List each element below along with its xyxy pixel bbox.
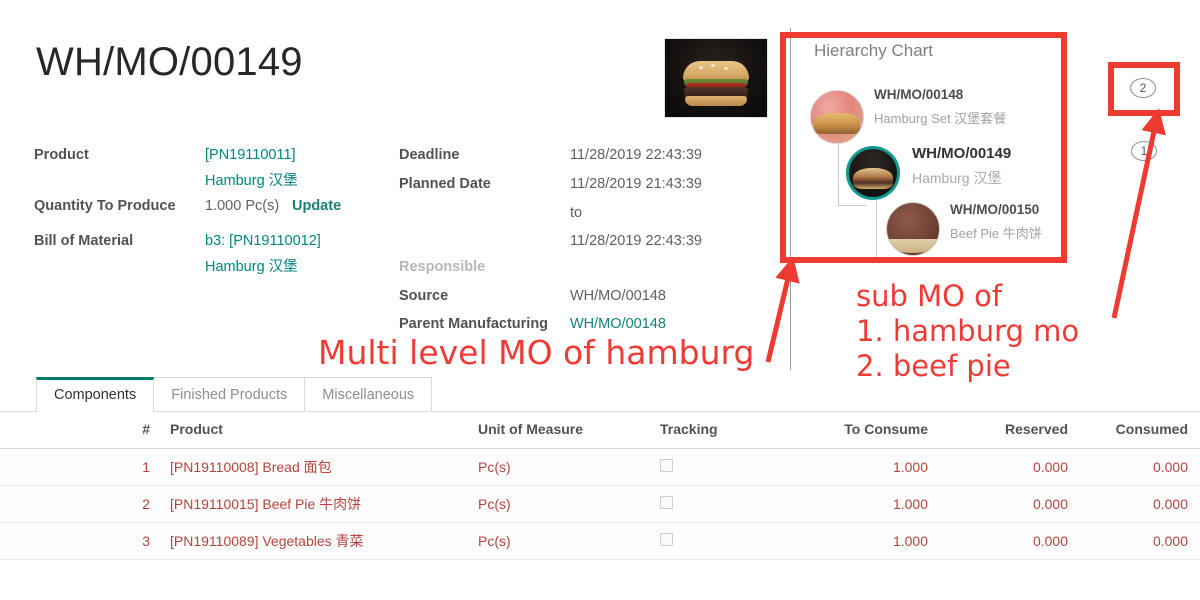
header-uom[interactable]: Unit of Measure — [466, 412, 648, 449]
cell-uom[interactable]: Pc(s) — [466, 522, 648, 560]
tab-baseline — [0, 411, 1200, 412]
update-quantity-button[interactable]: Update — [292, 198, 342, 214]
hierarchy-node-1-code: WH/MO/00148 — [874, 87, 964, 102]
cell-product[interactable]: [PN19110089] Vegetables 青菜 — [158, 522, 466, 560]
tab-components[interactable]: Components — [36, 377, 155, 413]
annotation-sub-mo-line1: sub MO of — [856, 279, 1003, 313]
smart-button-counter-1[interactable]: 1 — [1131, 141, 1157, 161]
tomato-layer — [686, 83, 746, 89]
cell-index: 3 — [0, 522, 158, 560]
sesame-seed — [711, 64, 715, 67]
header-tracking[interactable]: Tracking — [648, 412, 788, 449]
deadline-label: Deadline — [399, 147, 460, 163]
cell-reserved[interactable]: 0.000 — [940, 448, 1080, 486]
burger-illustration — [683, 61, 749, 106]
bun-top — [683, 61, 749, 81]
beef-pie-avatar — [886, 202, 940, 256]
cell-product[interactable]: [PN19110008] Bread 面包 — [158, 448, 466, 486]
cell-consumed[interactable]: 0.000 — [1080, 485, 1200, 523]
cell-reserved[interactable]: 0.000 — [940, 485, 1080, 523]
annotation-arrow-left — [765, 258, 800, 363]
cell-reserved[interactable]: 0.000 — [940, 522, 1080, 560]
hierarchy-node-2-code: WH/MO/00149 — [912, 145, 1012, 162]
hierarchy-node-3-code: WH/MO/00150 — [950, 202, 1040, 217]
bill-of-material-name-link[interactable]: Hamburg 汉堡 — [205, 259, 298, 275]
hierarchy-chart-panel: Hierarchy Chart WH/MO/00148 Hamburg Set … — [780, 32, 1068, 263]
cell-uom[interactable]: Pc(s) — [466, 485, 648, 523]
product-image[interactable] — [664, 38, 768, 118]
components-table-container: # Product Unit of Measure Tracking To Co… — [0, 412, 1200, 560]
tab-finished-products[interactable]: Finished Products — [153, 377, 306, 413]
parent-manufacturing-link[interactable]: WH/MO/00148 — [570, 316, 666, 332]
cell-uom[interactable]: Pc(s) — [466, 448, 648, 486]
responsible-label: Responsible — [399, 259, 486, 275]
cell-product[interactable]: [PN19110015] Beef Pie 牛肉饼 — [158, 485, 466, 523]
source-value: WH/MO/00148 — [570, 288, 666, 304]
header-product[interactable]: Product — [158, 412, 466, 449]
cell-to-consume[interactable]: 1.000 — [788, 522, 940, 560]
sesame-seed — [699, 66, 703, 69]
tracking-checkbox[interactable] — [660, 459, 673, 472]
cell-consumed[interactable]: 0.000 — [1080, 522, 1200, 560]
components-table-head: # Product Unit of Measure Tracking To Co… — [0, 412, 1200, 449]
components-table-body: 1 [PN19110008] Bread 面包 Pc(s) 1.000 0.00… — [0, 448, 1200, 560]
planned-date-end: 11/28/2019 22:43:39 — [570, 233, 702, 249]
hamburg-avatar — [846, 146, 900, 200]
hierarchy-node-2-name: Hamburg 汉堡 — [912, 170, 1002, 186]
annotation-multi-level-text: Multi level MO of hamburg — [318, 333, 755, 372]
cell-consumed[interactable]: 0.000 — [1080, 448, 1200, 486]
smart-button-counter-2[interactable]: 2 — [1130, 78, 1156, 98]
annotation-sub-mo-line2: 1. hamburg mo — [856, 314, 1080, 348]
cell-tracking — [648, 448, 788, 486]
cell-index: 1 — [0, 448, 158, 486]
hamburg-set-avatar — [810, 90, 864, 144]
deadline-value: 11/28/2019 22:43:39 — [570, 147, 702, 163]
header-reserved[interactable]: Reserved — [940, 412, 1080, 449]
header-to-consume[interactable]: To Consume — [788, 412, 940, 449]
tab-miscellaneous[interactable]: Miscellaneous — [304, 377, 433, 413]
product-label: Product — [34, 147, 89, 163]
planned-date-separator: to — [570, 205, 583, 221]
cell-tracking — [648, 485, 788, 523]
bill-of-material-code-link[interactable]: b3: [PN19110012] — [205, 233, 321, 249]
hierarchy-chart-title: Hierarchy Chart — [814, 41, 934, 60]
hierarchy-node-3-name: Beef Pie 牛肉饼 — [950, 226, 1042, 241]
header-consumed[interactable]: Consumed — [1080, 412, 1200, 449]
page-title: WH/MO/00149 — [36, 40, 303, 84]
bun-bottom — [685, 96, 747, 106]
planned-date-label: Planned Date — [399, 176, 491, 192]
sesame-seed — [724, 67, 728, 70]
table-row[interactable]: 3 [PN19110089] Vegetables 青菜 Pc(s) 1.000… — [0, 522, 1200, 560]
cell-tracking — [648, 522, 788, 560]
cell-index: 2 — [0, 485, 158, 523]
tracking-checkbox[interactable] — [660, 533, 673, 546]
annotation-rect-counter — [1108, 62, 1180, 116]
lettuce-layer — [684, 79, 748, 86]
hierarchy-connector-1 — [838, 144, 866, 206]
table-row[interactable]: 1 [PN19110008] Bread 面包 Pc(s) 1.000 0.00… — [0, 448, 1200, 486]
vertical-divider — [790, 28, 791, 370]
tab-bar: Components Finished Products Miscellaneo… — [36, 377, 433, 413]
source-label: Source — [399, 288, 449, 304]
cell-to-consume[interactable]: 1.000 — [788, 448, 940, 486]
quantity-to-produce-value: 1.000 Pc(s) — [205, 198, 280, 214]
bill-of-material-label: Bill of Material — [34, 233, 134, 249]
parent-manufacturing-label: Parent Manufacturing — [399, 316, 549, 332]
patty-layer — [684, 87, 748, 97]
annotation-sub-mo-line3: 2. beef pie — [856, 349, 1011, 383]
annotation-rect-hierarchy — [780, 32, 1067, 263]
components-table: # Product Unit of Measure Tracking To Co… — [0, 412, 1200, 560]
planned-date-start: 11/28/2019 21:43:39 — [570, 176, 702, 192]
product-name-link[interactable]: Hamburg 汉堡 — [205, 173, 298, 189]
hierarchy-node-1-name: Hamburg Set 汉堡套餐 — [874, 111, 1007, 126]
table-header-row: # Product Unit of Measure Tracking To Co… — [0, 412, 1200, 449]
product-code-link[interactable]: [PN19110011] — [205, 147, 296, 163]
header-index[interactable]: # — [0, 412, 158, 449]
tracking-checkbox[interactable] — [660, 496, 673, 509]
cell-to-consume[interactable]: 1.000 — [788, 485, 940, 523]
table-row[interactable]: 2 [PN19110015] Beef Pie 牛肉饼 Pc(s) 1.000 … — [0, 485, 1200, 523]
quantity-to-produce-label: Quantity To Produce — [34, 198, 176, 214]
annotation-sub-mo-text: sub MO of 1. hamburg mo 2. beef pie — [856, 279, 1079, 384]
